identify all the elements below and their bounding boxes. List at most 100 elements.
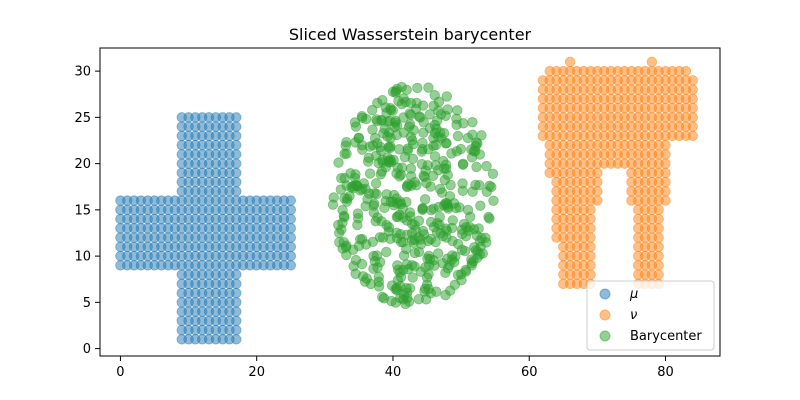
plot-points (115, 56, 698, 345)
barycenter-point (440, 159, 452, 170)
mu-point (231, 121, 242, 132)
x-tick-label: 20 (248, 365, 265, 380)
barycenter-point (484, 180, 495, 192)
barycenter-point (429, 90, 440, 101)
nu-point (660, 167, 671, 179)
barycenter-point (451, 119, 462, 131)
barycenter-point (393, 144, 405, 155)
barycenter-point (387, 105, 399, 116)
barycenter-point (339, 173, 350, 184)
barycenter-point (415, 112, 426, 123)
barycenter-point (360, 200, 371, 212)
barycenter-point (337, 204, 348, 216)
nu-point (660, 158, 671, 169)
legend: μ ν Barycenter (586, 280, 715, 351)
barycenter-point (430, 160, 441, 171)
barycenter-point (467, 116, 478, 128)
barycenter-point (374, 232, 386, 243)
barycenter-point (467, 129, 478, 140)
nu-point (585, 232, 596, 243)
barycenter-point (424, 253, 436, 265)
nu-point (687, 93, 698, 105)
mu-point (231, 324, 242, 336)
barycenter-point (423, 82, 434, 93)
nu-point (653, 232, 664, 243)
y-tick-label: 10 (74, 250, 91, 265)
barycenter-point (417, 203, 428, 214)
barycenter-point (370, 178, 382, 189)
barycenter-point (432, 248, 444, 259)
nu-point (585, 269, 596, 280)
barycenter-point (352, 208, 364, 219)
nu-point (585, 241, 596, 253)
x-tick-label: 40 (385, 365, 402, 380)
mu-point (231, 176, 242, 188)
barycenter-point (466, 257, 478, 269)
barycenter-point (457, 159, 469, 170)
barycenter-point (367, 124, 378, 135)
barycenter-point (401, 292, 413, 304)
barycenter-point (446, 148, 457, 159)
barycenter-point (378, 293, 390, 304)
barycenter-point (341, 137, 352, 148)
mu-point (285, 241, 296, 253)
barycenter-point (391, 211, 402, 223)
barycenter-point (413, 232, 424, 243)
mu-point (231, 149, 242, 160)
barycenter-point (430, 236, 441, 248)
y-tick-label: 30 (74, 65, 91, 80)
mu-point (285, 223, 296, 234)
axes-frame (99, 47, 721, 357)
nu-point (646, 56, 658, 68)
y-tick-label: 0 (83, 342, 91, 357)
nu-point (592, 186, 603, 197)
barycenter-point (405, 109, 417, 121)
nu-point (653, 241, 664, 253)
barycenter-point (483, 211, 494, 223)
barycenter-point (452, 269, 464, 281)
mu-point (231, 130, 242, 142)
barycenter-point (389, 121, 401, 133)
barycenter-point (428, 100, 439, 111)
chart-title: Sliced Wasserstein barycenter (289, 25, 532, 44)
barycenter-point (446, 254, 458, 265)
barycenter-point (404, 119, 416, 130)
barycenter-point (457, 228, 468, 240)
barycenter-point (412, 82, 423, 94)
nu-point (585, 250, 596, 262)
mu-point (285, 195, 296, 206)
barycenter-point (396, 98, 408, 110)
barycenter-point (434, 183, 446, 195)
mu-point (231, 278, 242, 290)
mu-point (285, 232, 296, 243)
barycenter-point (462, 204, 474, 216)
barycenter-point (441, 198, 453, 209)
legend-label-nu: ν (630, 308, 637, 323)
legend-label-barycenter: Barycenter (630, 329, 702, 344)
barycenter-point (419, 286, 430, 297)
barycenter-point (341, 249, 352, 261)
barycenter-point (390, 85, 402, 97)
barycenter-point (376, 115, 388, 126)
barycenter-point (351, 180, 363, 191)
mu-point (285, 204, 296, 216)
barycenter-point (417, 144, 428, 155)
legend-marker-nu (599, 309, 611, 321)
barycenter-point (361, 273, 372, 284)
barycenter-point (435, 228, 446, 239)
barycenter-point (334, 227, 345, 239)
legend-box (586, 280, 715, 351)
nu-point (592, 176, 603, 188)
barycenter-point (446, 222, 458, 234)
barycenter-point (426, 204, 437, 216)
nu-point (660, 176, 671, 188)
barycenter-point (421, 177, 432, 189)
barycenter-point (391, 193, 402, 204)
barycenter-point (333, 157, 344, 168)
y-axis: 0 5 10 15 20 25 30 (74, 65, 100, 357)
barycenter-point (347, 244, 359, 255)
barycenter-point (413, 246, 425, 258)
barycenter-point (401, 282, 412, 294)
barycenter-point (418, 127, 429, 138)
barycenter-point (488, 195, 499, 206)
